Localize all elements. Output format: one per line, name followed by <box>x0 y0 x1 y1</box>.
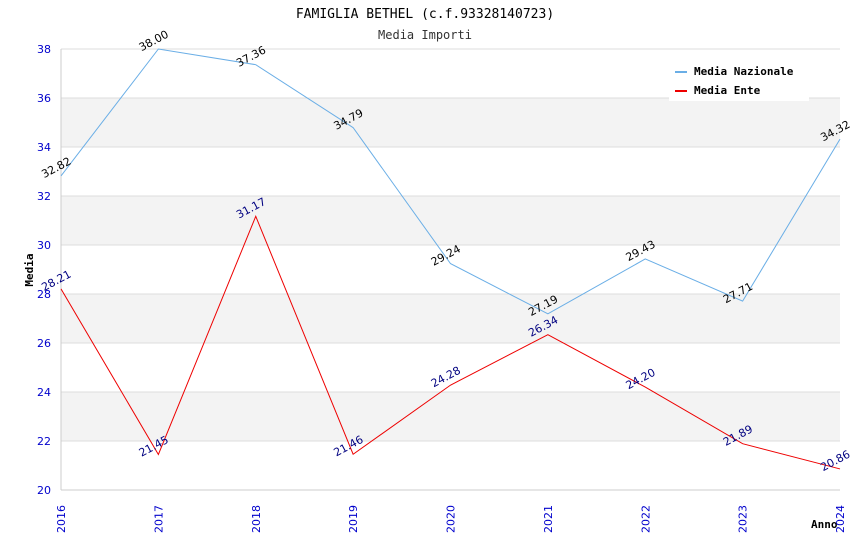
data-label: 28.21 <box>39 268 73 294</box>
y-tick-label: 20 <box>37 484 51 497</box>
y-tick-label: 30 <box>37 239 51 252</box>
y-tick-label: 32 <box>37 190 51 203</box>
series-line <box>60 48 841 315</box>
chart-title: FAMIGLIA BETHEL (c.f.93328140723) <box>296 7 554 22</box>
background-band <box>61 196 840 245</box>
background-band <box>61 392 840 441</box>
x-tick-label: 2018 <box>250 505 263 533</box>
background-band <box>61 98 840 147</box>
y-tick-labels: 20 22 24 26 28 30 32 34 36 38 <box>37 43 51 497</box>
x-axis-label: Anno <box>811 518 838 531</box>
x-tick-label: 2017 <box>152 505 165 533</box>
background-band <box>61 294 840 343</box>
chart-background-bands <box>61 98 840 441</box>
x-tick-label: 2022 <box>639 505 652 533</box>
y-tick-label: 38 <box>37 43 51 56</box>
data-label: 24.28 <box>429 364 463 390</box>
y-tick-label: 28 <box>37 288 51 301</box>
y-tick-label: 36 <box>37 92 51 105</box>
data-label: 20.86 <box>818 448 850 474</box>
data-label: 29.24 <box>429 242 463 268</box>
legend-entry: Media Ente <box>694 84 761 97</box>
y-tick-label: 26 <box>37 337 51 350</box>
data-label: 24.20 <box>624 366 658 392</box>
legend-box <box>669 58 809 101</box>
x-tick-label: 2016 <box>55 505 68 533</box>
chart-subtitle: Media Importi <box>378 28 472 42</box>
chart-axes <box>60 49 840 491</box>
y-tick-label: 34 <box>37 141 51 154</box>
data-label: 32.82 <box>39 155 73 181</box>
chart-legend: Media Nazionale Media Ente <box>669 58 809 101</box>
y-tick-label: 24 <box>37 386 51 399</box>
x-tick-label: 2021 <box>542 505 555 533</box>
y-tick-label: 22 <box>37 435 51 448</box>
legend-entry: Media Nazionale <box>694 65 794 78</box>
x-tick-label: 2023 <box>737 505 750 533</box>
x-tick-label: 2019 <box>347 505 360 533</box>
series-line <box>60 215 841 470</box>
chart-series <box>60 48 841 470</box>
x-tick-label: 2020 <box>445 505 458 533</box>
x-tick-label: 2024 <box>834 505 847 533</box>
x-tick-labels: 2016 2017 2018 2019 2020 2021 2022 2023 2024 <box>55 505 847 533</box>
data-label: 37.36 <box>234 43 268 69</box>
y-axis-label: Media <box>23 253 36 286</box>
chart-gridlines <box>61 48 840 491</box>
